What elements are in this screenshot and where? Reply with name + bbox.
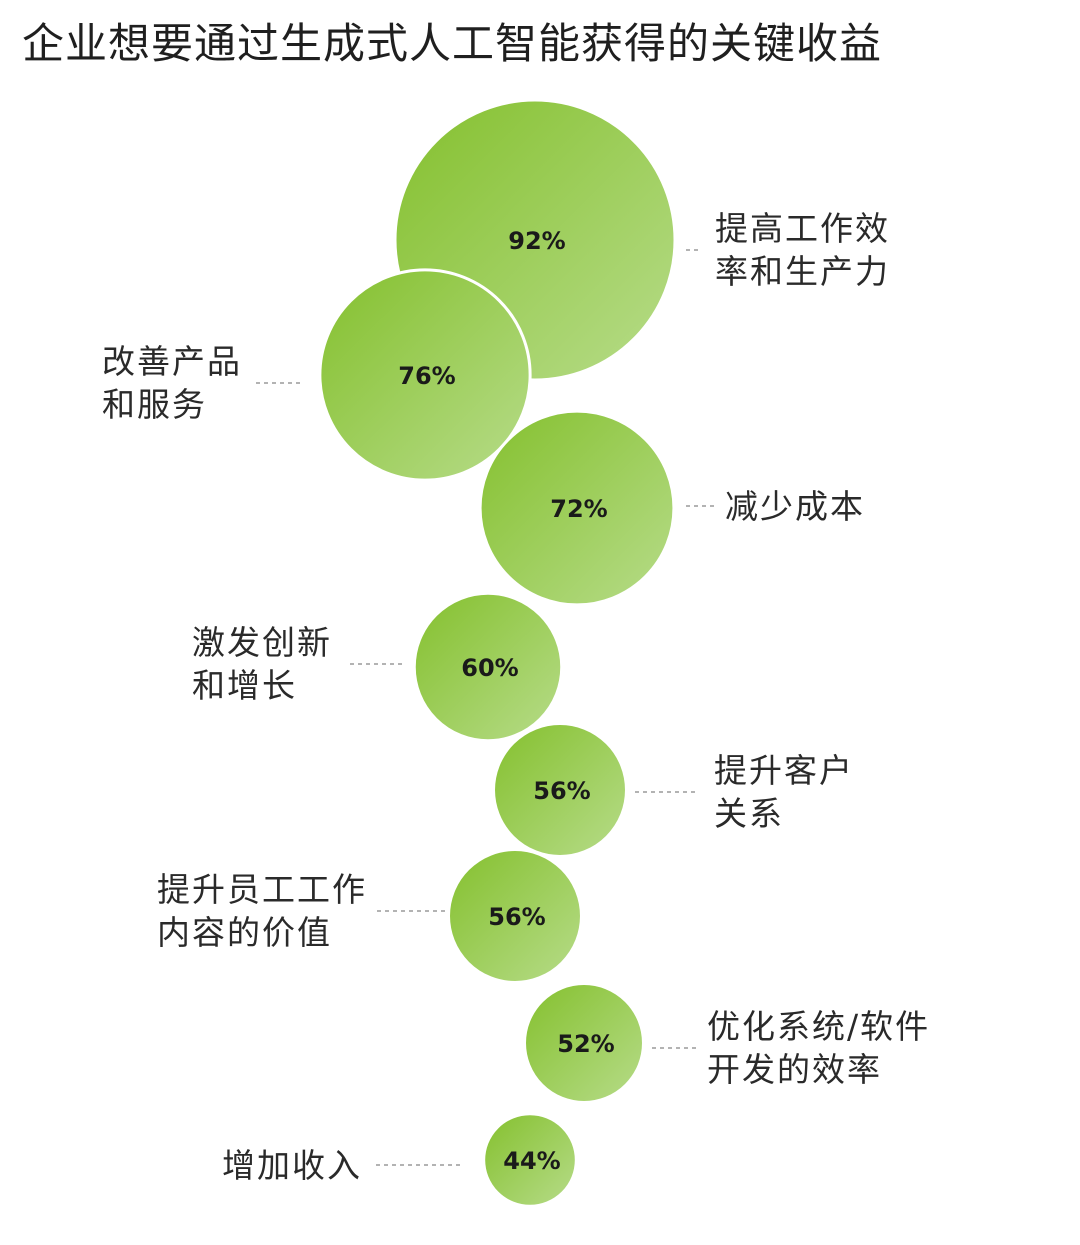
connector-layer <box>255 249 718 1166</box>
category-label-line: 开发的效率 <box>707 1050 882 1089</box>
category-label-line: 改善产品 <box>102 342 242 381</box>
bubble <box>318 268 532 482</box>
bubble-group: 56% <box>492 722 628 858</box>
category-label: 减少成本 <box>725 485 865 528</box>
category-label: 提高工作效率和生产力 <box>715 207 890 293</box>
bubble <box>447 848 583 984</box>
category-label-line: 提升客户 <box>714 751 854 790</box>
category-label: 改善产品 和服务 <box>102 340 242 426</box>
chart-title: 企业想要通过生成式人工智能获得的关键收益 <box>22 19 883 68</box>
bubble-value-label: 52% <box>557 1030 614 1058</box>
bubble-group: 52% <box>523 982 645 1104</box>
category-label: 激发创新 和增长 <box>192 621 332 707</box>
category-label-line: 提升员工工作 <box>157 870 367 909</box>
bubble-value-label: 60% <box>461 654 518 682</box>
bubble <box>478 409 676 607</box>
category-label-line: 和服务 <box>102 385 207 424</box>
category-label: 优化系统/软件 开发的效率 <box>707 1005 930 1091</box>
bubble-value-label: 44% <box>503 1147 560 1175</box>
bubble <box>523 982 645 1104</box>
bubble-group: 76% <box>318 268 532 482</box>
bubble-group: 44% <box>482 1112 578 1208</box>
bubble-value-label: 56% <box>488 903 545 931</box>
bubble-layer: 92% 76% 72% 60% 56% 56% 52% 44% <box>318 98 677 1208</box>
category-label-line: 和增长 <box>192 666 297 705</box>
bubble-value-label: 72% <box>550 495 607 523</box>
category-label-line: 关系 <box>714 794 784 833</box>
bubble-group: 72% <box>478 409 676 607</box>
category-label-line: 率和生产力 <box>715 252 890 291</box>
bubble <box>412 591 564 743</box>
category-label-line: 优化系统/软件 <box>707 1007 931 1046</box>
bubble <box>482 1112 578 1208</box>
bubble-value-label: 56% <box>533 777 590 805</box>
category-label: 增加收入 <box>222 1144 362 1187</box>
category-label: 提升员工工作 内容的价值 <box>157 868 367 954</box>
bubble-group: 56% <box>447 848 583 984</box>
category-label-line: 内容的价值 <box>157 913 332 952</box>
category-label-line: 增加收入 <box>222 1145 362 1185</box>
category-label: 提升客户 关系 <box>714 749 854 835</box>
category-label-line: 提高工作效 <box>715 209 890 248</box>
category-label-line: 激发创新 <box>192 623 332 662</box>
bubble-group: 60% <box>412 591 564 743</box>
category-label-line: 减少成本 <box>725 486 865 526</box>
bubble <box>492 722 628 858</box>
bubble-value-label: 76% <box>398 362 455 390</box>
bubble-value-label: 92% <box>508 227 565 255</box>
